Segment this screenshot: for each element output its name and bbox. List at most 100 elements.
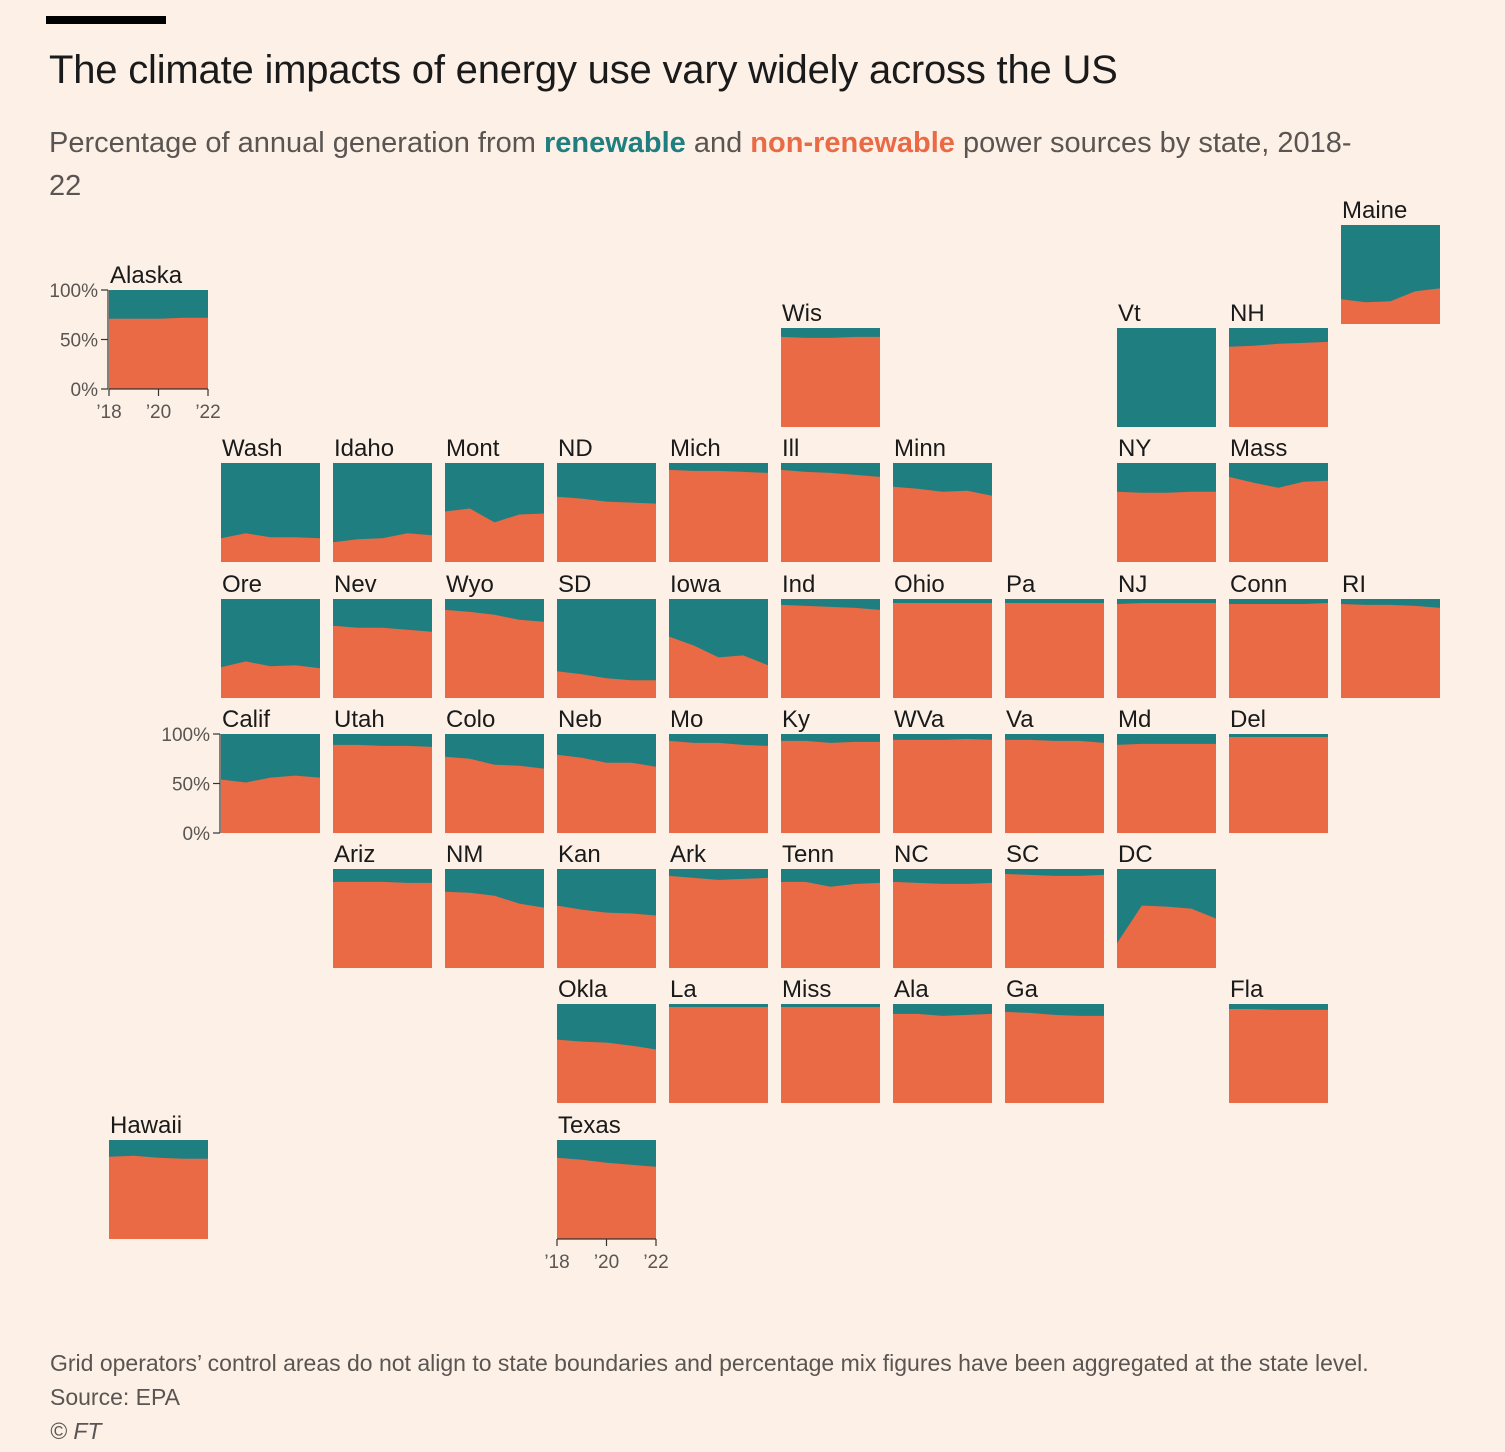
state-tile-maine-non-renewable-area [1341,288,1440,324]
state-label-mo: Mo [670,706,703,733]
state-tile-alaska-non-renewable-area [109,317,208,389]
state-label-ark: Ark [670,841,707,868]
state-tile-colo-non-renewable-area [445,756,544,833]
state-tile-texas-non-renewable-area [557,1157,656,1239]
state-tile-nj-non-renewable-area [1117,603,1216,698]
state-label-sd: SD [558,571,591,598]
state-tile-pa-non-renewable-area [1005,603,1104,698]
state-label-wva: WVa [894,706,945,733]
state-label-ga: Ga [1006,976,1039,1003]
state-label-ill: Ill [782,435,799,462]
state-label-nh: NH [1230,300,1265,327]
x-tick-label: ’22 [643,1252,668,1273]
state-tile-mont-non-renewable-area [445,508,544,562]
state-tile-mass-non-renewable-area [1229,476,1328,562]
state-tile-ill-non-renewable-area [781,469,880,562]
state-tile-mich-non-renewable-area [669,469,768,562]
state-tile-sd-non-renewable-area [557,671,656,698]
state-label-kan: Kan [558,841,601,868]
state-label-nev: Nev [334,571,377,598]
state-label-mont: Mont [446,435,500,462]
state-label-wyo: Wyo [446,571,494,598]
chart-subtitle: Percentage of annual generation from ren… [49,122,1369,208]
state-tile-utah-non-renewable-area [333,744,432,833]
state-tile-conn-non-renewable-area [1229,603,1328,698]
state-label-nj: NJ [1118,571,1147,598]
state-tile-del-non-renewable-area [1229,737,1328,833]
state-label-colo: Colo [446,706,495,733]
x-tick-label: ’18 [96,402,121,423]
subtitle-text: power sources by state, 2018-22 [49,127,1352,202]
state-label-ri: RI [1342,571,1366,598]
state-tile-hawaii-non-renewable-area [109,1155,208,1239]
state-label-fla: Fla [1230,976,1264,1003]
state-label-maine: Maine [1342,197,1407,224]
state-tile-ala-non-renewable-area [893,1013,992,1103]
footer: Grid operators’ control areas do not ali… [50,1346,1369,1448]
state-tile-nd-non-renewable-area [557,496,656,562]
state-tile-va-non-renewable-area [1005,739,1104,833]
state-label-ala: Ala [894,976,929,1003]
x-tick-label: ’18 [544,1252,569,1273]
state-tile-ind-non-renewable-area [781,604,880,698]
state-label-ohio: Ohio [894,571,945,598]
state-tile-vt-renewable-area [1117,328,1216,427]
state-label-va: Va [1006,706,1034,733]
state-label-miss: Miss [782,976,831,1003]
state-label-del: Del [1230,706,1266,733]
x-tick-label: ’20 [146,402,171,423]
state-label-mich: Mich [670,435,721,462]
footnote: Grid operators’ control areas do not ali… [50,1350,1369,1376]
state-label-nc: NC [894,841,929,868]
state-label-ny: NY [1118,435,1151,462]
state-tile-nm-non-renewable-area [445,891,544,968]
state-label-nd: ND [558,435,593,462]
state-label-la: La [670,976,697,1003]
state-tile-kan-non-renewable-area [557,905,656,968]
header-accent-bar [46,16,166,24]
state-label-utah: Utah [334,706,385,733]
state-tile-calif-non-renewable-area [221,775,320,833]
state-tile-ohio-non-renewable-area [893,603,992,698]
state-tile-ny-non-renewable-area [1117,491,1216,562]
state-label-hawaii: Hawaii [110,1112,182,1139]
y-tick-label: 50% [60,331,98,352]
state-label-md: Md [1118,706,1151,733]
y-tick-label: 100% [49,281,98,302]
state-tile-ky-non-renewable-area [781,740,880,833]
y-tick-label: 100% [161,725,210,746]
state-tile-iowa-non-renewable-area [669,636,768,698]
state-label-ariz: Ariz [334,841,375,868]
state-tile-mo-non-renewable-area [669,740,768,833]
state-label-dc: DC [1118,841,1153,868]
non-renewable-legend-word: non-renewable [750,127,955,159]
state-label-conn: Conn [1230,571,1287,598]
state-tile-la-non-renewable-area [669,1007,768,1103]
credit: © FT [50,1418,102,1444]
state-label-wis: Wis [782,300,822,327]
subtitle-text: and [685,127,751,159]
state-label-ore: Ore [222,571,262,598]
state-tile-nev-non-renewable-area [333,625,432,698]
state-label-ind: Ind [782,571,815,598]
state-tile-nc-non-renewable-area [893,881,992,968]
renewable-legend-word: renewable [543,127,686,159]
state-tile-tenn-non-renewable-area [781,881,880,968]
state-label-iowa: Iowa [670,571,721,598]
state-label-alaska: Alaska [110,262,183,289]
state-tile-ariz-non-renewable-area [333,881,432,968]
y-tick-label: 0% [71,380,99,401]
chart-title: The climate impacts of energy use vary w… [49,48,1118,92]
state-label-nm: NM [446,841,483,868]
state-tile-idaho-non-renewable-area [333,533,432,562]
state-tile-okla-non-renewable-area [557,1039,656,1103]
state-tile-minn-non-renewable-area [893,486,992,562]
state-tile-miss-non-renewable-area [781,1007,880,1103]
y-tick-label: 50% [172,775,210,796]
state-tile-nh-non-renewable-area [1229,341,1328,427]
source-note: Source: EPA [50,1384,180,1410]
state-tile-wis-non-renewable-area [781,336,880,427]
state-tile-fla-non-renewable-area [1229,1009,1328,1103]
state-label-idaho: Idaho [334,435,394,462]
state-label-ky: Ky [782,706,810,733]
